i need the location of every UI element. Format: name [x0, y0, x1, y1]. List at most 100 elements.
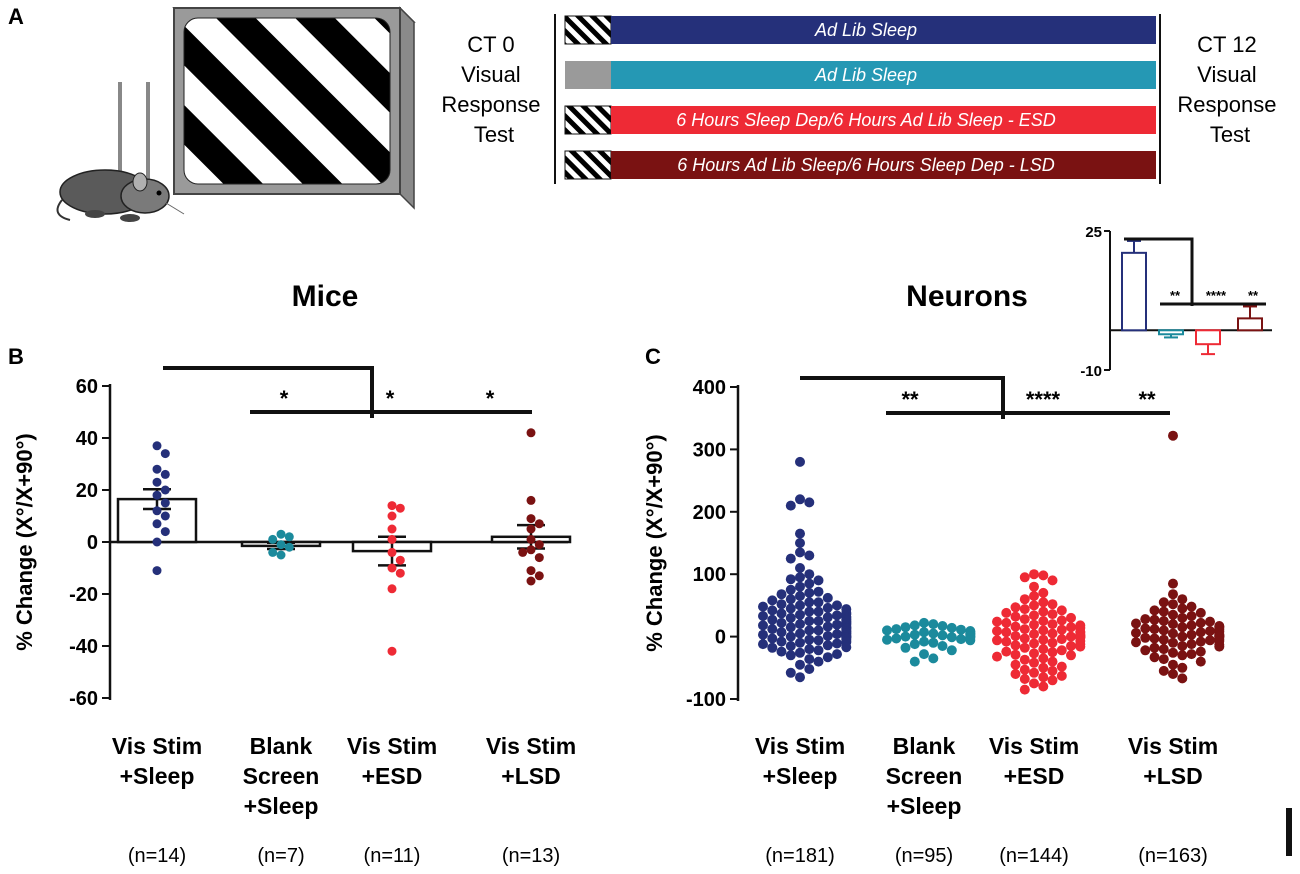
data-point — [387, 646, 397, 656]
data-point — [767, 642, 778, 653]
category-label: +LSD — [501, 763, 560, 789]
data-point — [160, 469, 170, 479]
right-test-label: CT 12 Visual Response Test — [1177, 32, 1282, 147]
data-point — [526, 545, 536, 555]
data-point — [937, 621, 948, 631]
data-point — [387, 534, 397, 544]
y-tick-label: 400 — [693, 377, 726, 399]
data-point — [152, 506, 162, 516]
inset-bar — [1158, 329, 1184, 336]
inset-y-tick-label: -10 — [1080, 363, 1102, 380]
data-point — [992, 616, 1002, 627]
data-point — [1205, 626, 1215, 636]
data-point — [928, 637, 939, 648]
category-label: Screen — [886, 763, 963, 789]
category-label: +Sleep — [120, 763, 195, 789]
data-point — [785, 584, 796, 595]
data-point — [795, 647, 805, 658]
protocol-stripe-block — [564, 15, 612, 45]
protocol-bar-label: Ad Lib Sleep — [814, 20, 917, 40]
data-point — [1149, 614, 1160, 625]
data-point — [909, 639, 920, 650]
significance-label: **** — [1026, 387, 1061, 412]
significance-bracket — [163, 366, 374, 418]
data-point — [1158, 597, 1169, 608]
data-point — [937, 641, 948, 651]
data-point — [1066, 612, 1076, 623]
data-point — [1168, 637, 1178, 648]
data-point — [1010, 631, 1021, 641]
category-label: Vis Stim — [989, 733, 1079, 759]
data-point — [1149, 624, 1160, 635]
data-point — [804, 644, 815, 655]
protocol-stripe-block — [564, 105, 612, 135]
chart-title: Mice — [292, 280, 359, 313]
data-point — [160, 449, 170, 459]
data-point — [776, 646, 787, 657]
significance-label: * — [486, 386, 495, 411]
data-point — [1214, 641, 1225, 652]
data-point — [946, 645, 957, 656]
data-point — [1186, 601, 1197, 612]
data-point — [804, 664, 815, 674]
data-point — [1168, 589, 1178, 600]
inset-y-tick-label: 25 — [1085, 224, 1102, 241]
data-point — [956, 634, 966, 645]
data-point — [785, 553, 796, 564]
y-tick-label: -60 — [69, 688, 98, 710]
data-point — [928, 628, 939, 639]
data-point — [900, 622, 911, 633]
data-point — [1019, 674, 1030, 684]
significance-label: ** — [1138, 387, 1156, 412]
data-point — [1158, 606, 1169, 617]
data-point — [1168, 599, 1178, 610]
n-label: (n=11) — [364, 845, 421, 867]
category-label: Vis Stim — [347, 733, 437, 759]
data-point — [804, 634, 815, 645]
data-point — [804, 597, 815, 608]
data-point — [1029, 591, 1039, 601]
data-point — [822, 602, 833, 613]
data-point — [1056, 615, 1067, 626]
data-point — [1195, 607, 1206, 618]
data-point — [1186, 629, 1197, 640]
data-point — [1177, 603, 1188, 614]
y-tick-label: 20 — [76, 480, 98, 502]
data-point — [1019, 614, 1030, 625]
data-point — [804, 616, 815, 626]
data-point — [387, 511, 397, 521]
data-point — [1056, 605, 1067, 616]
data-point — [160, 511, 170, 521]
y-tick-label: 300 — [693, 439, 726, 461]
data-point — [1038, 606, 1049, 617]
data-point — [526, 576, 536, 586]
data-point — [832, 629, 842, 640]
data-point — [387, 501, 397, 511]
data-point — [767, 633, 778, 644]
panel-label-c: C — [645, 344, 661, 369]
data-point — [1029, 667, 1039, 678]
data-point — [1010, 659, 1021, 670]
inset-significance-bracket — [1124, 237, 1194, 306]
protocol-bar — [611, 106, 1156, 134]
data-point — [1149, 652, 1160, 663]
data-point — [758, 629, 768, 640]
data-point — [387, 584, 397, 594]
data-point — [1140, 623, 1151, 634]
data-point — [526, 566, 536, 576]
protocol-bar-label: 6 Hours Ad Lib Sleep/6 Hours Sleep Dep -… — [677, 155, 1055, 175]
data-point — [160, 485, 170, 495]
significance-label: ** — [901, 387, 919, 412]
protocol-gray-block — [565, 61, 611, 89]
data-point — [526, 524, 536, 534]
data-point — [832, 610, 842, 621]
n-label: (n=181) — [765, 845, 835, 867]
data-point — [956, 624, 966, 635]
data-point — [1149, 642, 1160, 653]
inset-bar — [1237, 317, 1263, 332]
data-point — [1149, 605, 1160, 616]
data-point — [804, 587, 815, 598]
y-tick-label: 0 — [87, 532, 98, 554]
data-point — [965, 635, 976, 646]
